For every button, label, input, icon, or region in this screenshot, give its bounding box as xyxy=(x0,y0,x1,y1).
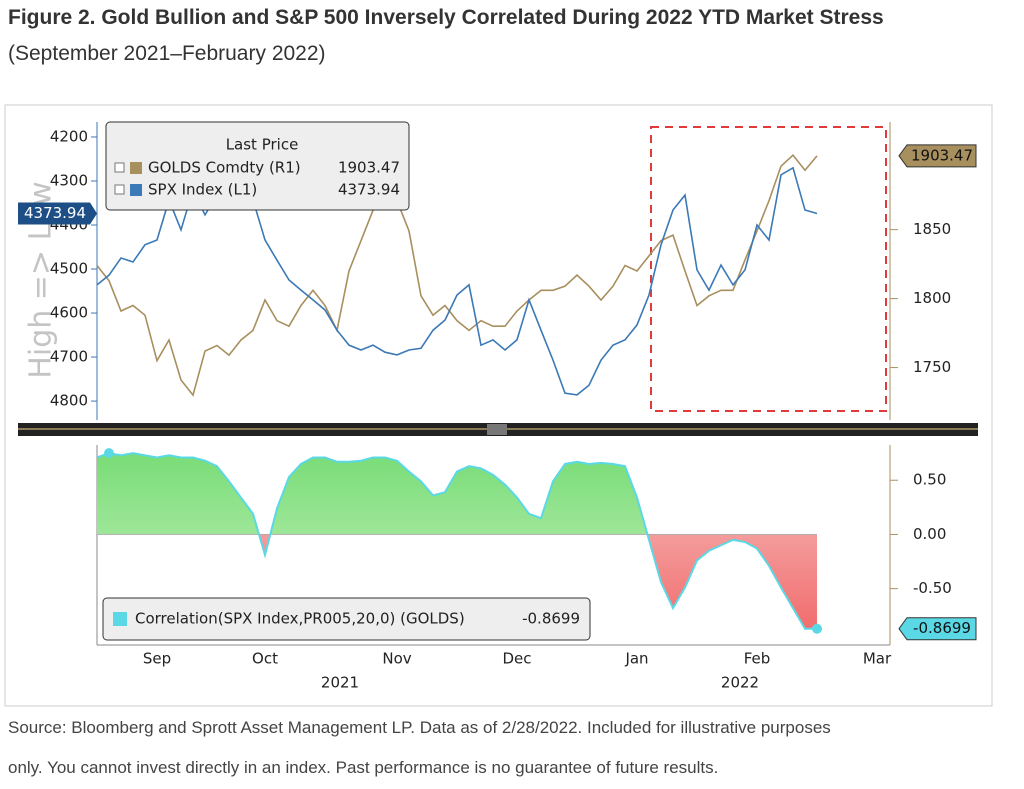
last-price-label: 4373.94 xyxy=(24,204,86,222)
y-tick-label: 0.00 xyxy=(913,525,946,543)
title: Figure 2. Gold Bullion and S&P 500 Inver… xyxy=(8,6,884,29)
last-price-label: 1903.47 xyxy=(911,146,973,164)
y-tick-label: 4500 xyxy=(50,260,88,278)
legend-value: 4373.94 xyxy=(338,181,400,199)
source-line: only. You cannot invest directly in an i… xyxy=(8,758,719,777)
last-price-tag xyxy=(18,202,97,225)
last-value-label: -0.8699 xyxy=(913,619,971,637)
line xyxy=(96,452,818,630)
y-tick-label: 0.50 xyxy=(913,471,946,489)
x-tick-label: Sep xyxy=(143,650,171,668)
legend-label: SPX Index (L1) xyxy=(148,181,257,199)
legend-expander xyxy=(114,184,125,195)
legend-box xyxy=(105,121,410,211)
legend-swatch xyxy=(113,612,127,626)
x-tick-label: Mar xyxy=(863,650,892,668)
x-tick-label: Dec xyxy=(502,650,531,668)
y-tick-label: 4300 xyxy=(50,171,88,189)
highlight-box xyxy=(650,126,887,412)
legend-value: -0.8699 xyxy=(522,610,580,628)
legend-label: Correlation(SPX Index,PR005,20,0) (GOLDS… xyxy=(135,610,465,628)
y2-tick-label: 1850 xyxy=(913,220,951,238)
y-tick-label: 4600 xyxy=(50,304,88,322)
x-tick-label: Nov xyxy=(382,650,411,668)
legend-title: Last Price xyxy=(226,136,299,154)
year-label: 2021 xyxy=(321,674,359,692)
y2-tick-label: 1800 xyxy=(913,289,951,307)
y-tick-label: -0.50 xyxy=(913,579,952,597)
last-value-tag xyxy=(898,617,977,641)
last-marker xyxy=(812,623,822,634)
legend-swatch xyxy=(130,162,142,174)
y-tick-label: 4700 xyxy=(50,348,88,366)
area-fill xyxy=(97,534,817,629)
legend-label: GOLDS Comdty (R1) xyxy=(148,159,301,177)
max-marker xyxy=(104,448,114,459)
y2-tick-label: 1750 xyxy=(913,358,951,376)
separator-grip xyxy=(487,424,507,435)
y-tick-label: 4800 xyxy=(50,392,88,410)
source-line: Source: Bloomberg and Sprott Asset Manag… xyxy=(8,718,831,737)
chart: High => Low Last Price 42004300440045004… xyxy=(4,104,993,707)
subtitle: (September 2021–February 2022) xyxy=(8,42,326,65)
legend-expander xyxy=(114,162,125,173)
legend-box-lower xyxy=(102,597,591,641)
year-label: 2022 xyxy=(721,674,759,692)
last-price-tag xyxy=(898,144,977,168)
x-tick-label: Jan xyxy=(624,650,648,668)
legend-value: 1903.47 xyxy=(338,159,400,177)
line xyxy=(96,153,818,397)
legend-swatch xyxy=(130,184,142,196)
area-fill xyxy=(97,453,648,535)
x-tick-label: Feb xyxy=(744,650,771,668)
y-tick-label: 4200 xyxy=(50,127,88,145)
x-tick-label: Oct xyxy=(252,650,278,668)
